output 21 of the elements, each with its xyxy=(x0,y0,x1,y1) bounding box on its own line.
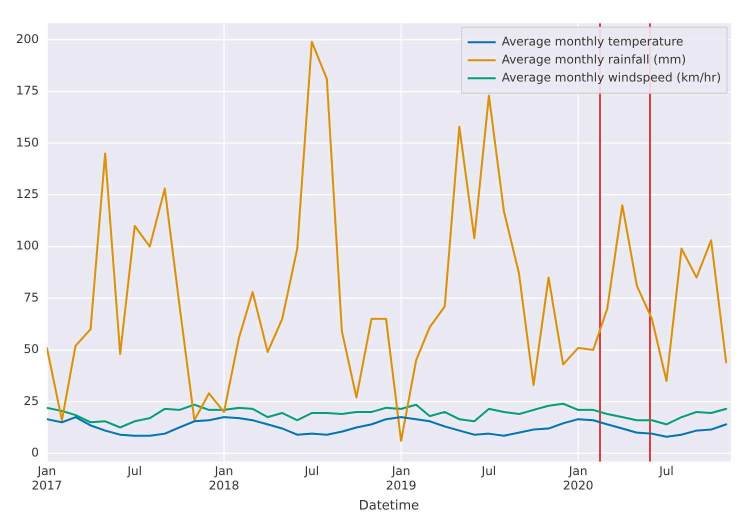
y-tick-label: 25 xyxy=(24,394,39,408)
x-tick-label: Jul xyxy=(304,464,320,478)
x-tick-label: Jul xyxy=(126,464,142,478)
x-tick-label: Jan 2018 xyxy=(208,464,240,492)
y-tick-label: 175 xyxy=(16,84,39,98)
y-tick-label: 150 xyxy=(16,135,39,150)
y-tick-label: 100 xyxy=(16,238,39,253)
x-axis-title: Datetime xyxy=(358,498,420,514)
x-tick-label: Jul xyxy=(480,464,496,478)
y-tick-label: 0 xyxy=(31,445,39,460)
x-tick-label: Jan 2019 xyxy=(386,464,416,492)
y-tick-label: 125 xyxy=(16,186,39,201)
x-tick-label: Jan 2020 xyxy=(562,464,594,492)
legend-label: Average monthly windspeed (km/hr) xyxy=(502,70,721,84)
y-tick-label: 75 xyxy=(24,290,39,304)
y-tick-label: 200 xyxy=(16,32,39,46)
legend-label: Average monthly rainfall (mm) xyxy=(502,52,686,66)
y-tick-label: 50 xyxy=(24,342,39,356)
legend-label: Average monthly temperature xyxy=(502,34,684,48)
x-tick-label: Jul xyxy=(658,464,674,478)
x-tick-label: Jan 2017 xyxy=(32,464,62,492)
